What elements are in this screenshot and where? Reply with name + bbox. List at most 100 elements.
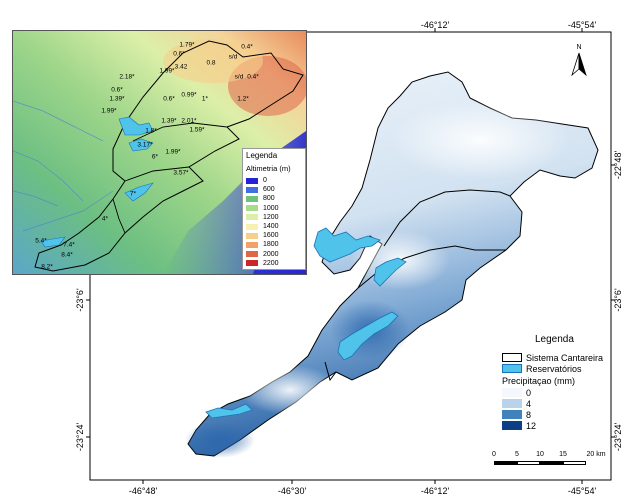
- coord-right-1: -22°48': [613, 150, 623, 180]
- altimetry-class: 2200: [246, 259, 302, 268]
- inset-legend-title: Legenda: [246, 151, 278, 160]
- legend-item-reservoirs: Reservatórios: [502, 363, 614, 374]
- altimetry-class: 1000: [246, 204, 302, 213]
- altimetry-class: 1200: [246, 213, 302, 222]
- legend-item-label: Sistema Cantareira: [526, 352, 604, 363]
- cantareira-precipitation-map: [185, 71, 599, 458]
- scale-segment: [517, 461, 540, 465]
- reservoir-swatch: [502, 364, 522, 373]
- altimetry-swatch: [246, 223, 258, 230]
- point-label: 5.4*: [35, 237, 47, 245]
- point-label: s/d: [228, 53, 238, 61]
- point-label: 4*: [101, 215, 109, 223]
- inset-legend: Legenda Altimetria (m) 0 600 800 1000 1200 14…: [242, 148, 306, 270]
- coord-left-1: -23°6': [75, 288, 85, 312]
- north-arrow-icon: [571, 52, 587, 77]
- watershed-swatch: [502, 353, 522, 362]
- coord-bottom-2: -46°30': [277, 486, 307, 496]
- precip-class-label: 0: [526, 387, 532, 398]
- legend-title: Legenda: [535, 334, 574, 345]
- point-label: 7*: [129, 190, 137, 198]
- north-label: N: [576, 44, 582, 51]
- precip-class: 8: [502, 409, 614, 420]
- scale-bar: 0 5 10 15 20 km: [492, 451, 616, 471]
- point-label: 1.2*: [237, 95, 249, 103]
- precip-class: 0: [502, 387, 614, 398]
- altimetry-class: 1600: [246, 231, 302, 240]
- inset-legend-subtitle: Altimetria (m): [246, 164, 291, 173]
- altimetry-classes: 0 600 800 1000 1200 1400 1600 1800 2000 2200: [246, 176, 302, 268]
- precip-class-label: 4: [526, 398, 532, 409]
- altimetry-class: 2000: [246, 250, 302, 259]
- point-label: 2.18*: [119, 73, 135, 81]
- altimetry-swatch: [246, 186, 258, 193]
- scale-segment: [494, 461, 517, 465]
- point-label: 1.99*: [159, 67, 175, 75]
- altimetry-swatch: [246, 232, 258, 239]
- coord-top-1: -46°12': [420, 20, 450, 30]
- point-label: 1.39*: [161, 117, 177, 125]
- point-label: 0.4*: [247, 73, 259, 81]
- altimetry-class-label: 1800: [263, 241, 279, 249]
- point-label: 3.17*: [137, 141, 153, 149]
- precipitation-classes: 0 4 8 12: [502, 387, 614, 431]
- point-label: s/d: [234, 73, 244, 81]
- altimetry-class: 1400: [246, 222, 302, 231]
- coord-bottom-4: -45°54': [567, 486, 597, 496]
- altimetry-class: 600: [246, 185, 302, 194]
- altimetry-swatch: [246, 214, 258, 221]
- point-label: 8.4*: [61, 251, 73, 259]
- scale-tick-label: 5: [515, 451, 519, 458]
- altimetry-swatch: [246, 205, 258, 212]
- point-label: 7.4*: [63, 241, 75, 249]
- altimetry-swatch: [246, 251, 258, 258]
- point-label: 1.99*: [165, 148, 181, 156]
- altimetry-class-label: 2200: [263, 259, 279, 267]
- point-label: 0.4*: [241, 43, 253, 51]
- precip-class: 12: [502, 420, 614, 431]
- point-label: 0.6*: [173, 50, 185, 58]
- coord-right-3: -23°24': [613, 422, 623, 452]
- scale-tick-label: 20 km: [586, 451, 606, 458]
- precip-class: 4: [502, 398, 614, 409]
- point-label: 6*: [151, 153, 159, 161]
- altimetry-swatch: [246, 260, 258, 267]
- point-label: 3.57*: [173, 169, 189, 177]
- legend-item-label: Reservatórios: [526, 363, 582, 374]
- altimetry-swatch: [246, 241, 258, 248]
- scale-tick-label: 0: [492, 451, 496, 458]
- precip-swatch: [502, 410, 522, 419]
- precip-swatch: [502, 421, 522, 430]
- precip-swatch: [502, 388, 522, 397]
- coord-bottom-3: -46°12': [420, 486, 450, 496]
- altimetry-class-label: 1600: [263, 232, 279, 240]
- altimetry-class-label: 2000: [263, 250, 279, 258]
- altimetry-class-label: 1400: [263, 223, 279, 231]
- coord-left-2: -23°24': [75, 422, 85, 452]
- altimetry-class-label: 1000: [263, 204, 279, 212]
- altimetry-swatch: [246, 177, 258, 184]
- point-label: 1.8*: [145, 127, 157, 135]
- point-label: 8.2*: [41, 263, 53, 271]
- scale-segment: [540, 461, 563, 465]
- point-label: 0.6*: [163, 95, 175, 103]
- altimetry-class-label: 1200: [263, 213, 279, 221]
- scale-tick-label: 15: [559, 451, 567, 458]
- scale-tick-label: 10: [536, 451, 544, 458]
- point-label: 1.79*: [179, 41, 195, 49]
- altimetry-class: 1800: [246, 240, 302, 249]
- point-label: 0.6*: [111, 86, 123, 94]
- coord-bottom-1: -46°48': [128, 486, 158, 496]
- precip-class-label: 8: [526, 409, 532, 420]
- coord-top-2: -45°54': [567, 20, 597, 30]
- altimetry-swatch: [246, 195, 258, 202]
- altimetry-class-label: 600: [263, 186, 275, 194]
- north-arrow: N: [568, 44, 590, 78]
- scale-segment: [563, 461, 586, 465]
- point-label: 0.99*: [181, 91, 197, 99]
- point-label: 1.39*: [109, 95, 125, 103]
- point-label: 1.59*: [189, 126, 205, 134]
- point-label: 3.42: [174, 63, 188, 71]
- point-label: 0.8: [206, 59, 216, 67]
